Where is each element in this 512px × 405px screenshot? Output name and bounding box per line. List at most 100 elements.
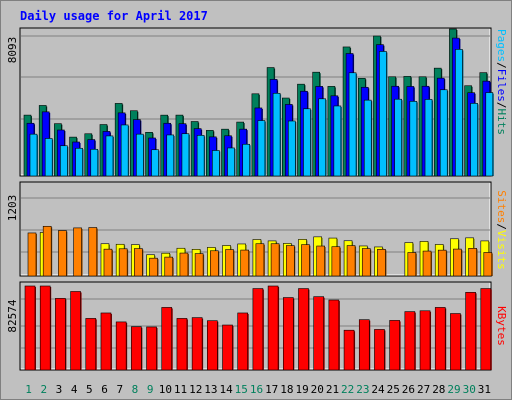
x-label-day-24: 24 [371,383,385,396]
chart-title: Daily usage for April 2017 [20,9,208,23]
x-label-day-11: 11 [174,383,187,396]
x-label-day-31: 31 [478,383,491,396]
bar-pages-day-12 [196,135,206,177]
bar-sites-day-29 [453,248,463,277]
bar-pages-day-17 [272,92,282,177]
bar-sites-day-11 [179,252,189,277]
bar-sites-day-12 [194,253,205,277]
bar-kbytes-day-1 [24,285,36,371]
bar-kbytes-day-26 [404,311,416,371]
bar-sites-day-3 [58,230,68,277]
bar-pages-day-3 [60,145,69,177]
bar-kbytes-day-23 [358,319,371,371]
x-label-day-15: 15 [235,383,248,396]
x-label-day-10: 10 [159,383,172,396]
x-label-day-29: 29 [447,383,460,396]
bar-pages-day-21 [333,105,342,177]
bar-sites-day-20 [316,245,326,277]
bar-kbytes-day-9 [146,326,158,371]
bar-kbytes-day-12 [191,317,204,371]
bar-sites-day-14 [225,249,235,277]
x-label-day-25: 25 [387,383,400,396]
x-label-day-13: 13 [204,383,217,396]
bar-kbytes-day-30 [465,292,477,371]
bar-kbytes-day-10 [161,307,173,371]
bar-kbytes-day-5 [85,318,97,371]
bar-sites-day-1 [27,232,37,277]
x-label-day-16: 16 [250,383,263,396]
bar-kbytes-day-3 [55,298,67,371]
bar-sites-day-4 [73,227,83,277]
bar-sites-day-9 [149,257,159,277]
x-label-day-30: 30 [463,383,476,396]
x-label-day-18: 18 [280,383,293,396]
bar-kbytes-day-8 [131,326,143,371]
x-label-day-8: 8 [132,383,139,396]
bar-kbytes-day-27 [419,310,432,371]
bar-pages-day-24 [379,51,388,177]
bar-sites-day-26 [407,252,417,277]
bar-sites-day-7 [118,248,129,277]
bar-kbytes-day-2 [39,285,52,371]
ymax-label-kbytes: 82574 [6,299,19,332]
x-label-day-26: 26 [402,383,415,396]
bar-pages-day-9 [151,149,160,177]
bar-pages-day-16 [257,120,266,177]
bar-sites-day-17 [270,243,281,277]
bar-sites-day-2 [42,225,53,277]
bar-pages-day-31 [485,92,494,177]
x-label-day-21: 21 [326,383,339,396]
x-label-day-22: 22 [341,383,354,396]
bar-sites-day-15 [240,249,250,277]
x-label-day-12: 12 [189,383,202,396]
bar-pages-day-2 [44,138,54,177]
bar-pages-day-22 [348,72,358,177]
bar-pages-day-18 [287,120,297,177]
x-label-day-3: 3 [56,383,63,396]
x-label-day-28: 28 [432,383,445,396]
bar-pages-day-28 [439,89,449,177]
x-label-day-23: 23 [356,383,369,396]
bar-pages-day-13 [212,150,221,177]
bar-pages-day-4 [75,147,84,177]
bar-pages-day-7 [120,124,130,177]
ymax-label-hits: 8093 [6,37,19,64]
bar-pages-day-20 [318,98,327,177]
legend-pages-files-hits: Pages/Files/Hits [495,29,508,135]
bar-pages-day-10 [166,134,175,177]
bar-pages-day-27 [424,99,434,177]
bar-pages-day-11 [181,133,190,177]
bar-sites-day-24 [377,249,387,277]
bar-kbytes-day-25 [389,320,401,371]
bar-kbytes-day-20 [313,296,325,371]
bar-pages-day-5 [90,148,99,177]
x-label-day-5: 5 [86,383,93,396]
bar-pages-day-1 [29,133,38,177]
x-label-day-9: 9 [147,383,154,396]
x-label-day-4: 4 [71,383,78,396]
bar-kbytes-day-7 [115,321,128,371]
bar-sites-day-16 [255,243,265,277]
bar-sites-day-5 [88,227,98,277]
bar-sites-day-10 [164,256,174,277]
bar-kbytes-day-18 [282,297,295,371]
bar-sites-day-22 [346,245,357,277]
bar-pages-day-19 [303,108,312,177]
bar-sites-day-18 [285,245,296,277]
bar-pages-day-30 [470,103,479,177]
bar-pages-day-14 [227,147,236,177]
bar-pages-day-6 [105,135,114,177]
bar-kbytes-day-13 [207,320,219,371]
bar-kbytes-day-19 [298,288,310,371]
bar-pages-day-26 [409,101,418,177]
bar-kbytes-day-24 [374,329,386,371]
x-label-day-1: 1 [25,383,32,396]
bar-sites-day-27 [422,250,433,277]
bar-kbytes-day-6 [100,312,112,371]
x-label-day-19: 19 [295,383,308,396]
bar-kbytes-day-21 [328,299,340,371]
ymax-label-visits: 1203 [6,195,19,222]
x-label-day-27: 27 [417,383,430,396]
x-label-day-20: 20 [311,383,324,396]
